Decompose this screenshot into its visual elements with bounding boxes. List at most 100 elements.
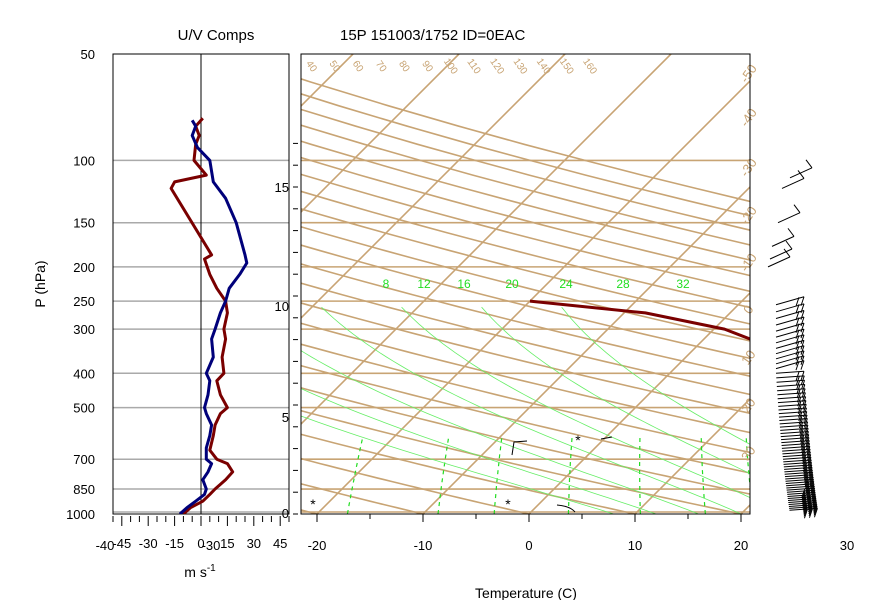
wind-barb-flag: [802, 396, 807, 406]
wind-barb-staff: [785, 478, 814, 482]
mixing-ratio-label: 24: [559, 277, 573, 291]
wind-barb-flag: [801, 488, 806, 499]
wind-barb-flag: [802, 457, 807, 467]
wind-barb-flag: [801, 392, 806, 402]
mixing-ratio-label: 20: [505, 277, 519, 291]
uv-x-axis: -45 -30 -15 0 15 30 45: [112, 516, 290, 551]
wind-barb-flag: [805, 431, 809, 441]
dry-adiabat-label: 120: [487, 57, 506, 77]
mixing-ratio-label: 28: [616, 277, 630, 291]
uv-grid: [113, 54, 289, 514]
wind-barb-flag: [813, 508, 818, 518]
mixing-ratio-line: [237, 436, 258, 514]
wind-barb-flag: [800, 323, 805, 333]
wind-barb-flag: [807, 459, 812, 470]
moist-adiabat-line: [301, 388, 657, 514]
wind-barb-flag: [802, 501, 807, 511]
uv-x-label-text: m s: [184, 564, 207, 580]
wind-barb-flag: [802, 495, 806, 505]
wind-barb-flag: [812, 494, 816, 504]
wind-barb-staff: [775, 310, 805, 320]
wind-barb-flag: [785, 240, 793, 250]
wind-barb-flag: [811, 490, 816, 500]
wind-barb-staff: [781, 445, 810, 449]
isotherm-line: [422, 185, 750, 514]
wind-barb-flag: [802, 497, 807, 507]
mixing-ratio-label: 32: [676, 277, 690, 291]
wind-barb-flag: [810, 485, 815, 496]
mixing-ratio-label: 8: [383, 277, 390, 291]
mixing-ratio-line: [567, 435, 573, 514]
wind-barb-staff: [775, 316, 805, 326]
wind-barb-flag: [795, 346, 800, 356]
wind-barb-staff: [769, 248, 793, 260]
wind-barb-staff: [767, 256, 791, 268]
moist-adiabat-line: [321, 306, 742, 514]
wind-barb-staff: [783, 464, 812, 468]
dry-adiabat-line: [0, 54, 105, 514]
dry-adiabat-label: 50: [327, 59, 343, 75]
wind-barb-flag: [811, 487, 816, 498]
parcel-profile-line: [529, 299, 750, 341]
wind-barb-flag: [808, 467, 813, 477]
isotherm-label: -50: [737, 61, 760, 85]
mixing-ratio-line: [745, 435, 750, 492]
dry-adiabat-line: [301, 322, 750, 434]
wind-barb-flag: [805, 434, 810, 444]
wind-barb-flag: [812, 496, 817, 506]
wind-barb-flag: [810, 481, 815, 491]
dry-adiabat-label: 160: [580, 57, 599, 77]
wind-barb-staff: [778, 403, 807, 407]
wind-barb-staff: [781, 177, 805, 189]
wind-barb-flag: [798, 411, 803, 422]
skewt-x-tick-label: -30: [202, 538, 221, 553]
wind-barb-flag: [803, 414, 808, 425]
skewt-x-tick-label: 20: [734, 538, 748, 553]
wind-barb-staff: [781, 440, 810, 444]
dry-adiabat-line: [301, 343, 750, 454]
wind-barb-flag: [800, 360, 805, 370]
wind-barb-flag: [810, 483, 815, 493]
moist-adiabat-line: [481, 306, 750, 475]
skewt-series-group: [529, 299, 750, 341]
wind-barb-flag: [804, 474, 809, 485]
wind-barb-flag: [798, 408, 802, 418]
wind-barb-staff: [779, 414, 808, 418]
dry-adiabat-label: 40: [303, 59, 319, 75]
mixing-ratio-line: [493, 435, 503, 514]
mixing-ratio-line: [700, 435, 706, 514]
skewt-x-tick-label: 10: [628, 538, 642, 553]
wind-barb-flag: [803, 467, 808, 478]
wind-barb-flag: [796, 384, 801, 395]
wind-barb-flag: [795, 310, 800, 321]
wind-barb-staff: [775, 334, 805, 344]
wind-barb-flag: [805, 486, 810, 496]
uv-y-tick-label: 50: [81, 47, 95, 62]
wind-barb-staff: [775, 328, 805, 338]
wind-barb-flag: [804, 421, 809, 432]
skewt-asterisk: *: [505, 496, 511, 512]
wind-barb-flag: [800, 316, 805, 327]
wind-barb-staff: [789, 167, 813, 179]
wind-barb-flag: [808, 504, 813, 515]
wind-barb-flag: [797, 397, 802, 407]
wind-barb-flag: [797, 170, 805, 179]
wind-barb-staff: [786, 487, 815, 491]
dry-adiabat-line: [301, 156, 750, 277]
height-tick-label: 0: [282, 506, 289, 521]
uv-y-tick-label: 100: [73, 153, 95, 168]
wind-barb-flag: [800, 440, 805, 451]
wind-barb-flag: [796, 380, 801, 390]
dry-adiabat-line: [301, 124, 750, 246]
dry-adiabat-line: [301, 244, 750, 360]
v-component-line: [178, 119, 249, 514]
uv-y-tick-label: 150: [73, 216, 95, 231]
dry-adiabat-label: 90: [419, 59, 435, 75]
wind-barb-flag: [803, 503, 808, 513]
isotherm-label: 20: [738, 395, 759, 415]
wind-barb-flag: [800, 340, 805, 350]
wind-barb-staff: [775, 303, 805, 313]
wind-barb-flag: [800, 310, 805, 320]
wind-barb-flag: [800, 431, 804, 442]
